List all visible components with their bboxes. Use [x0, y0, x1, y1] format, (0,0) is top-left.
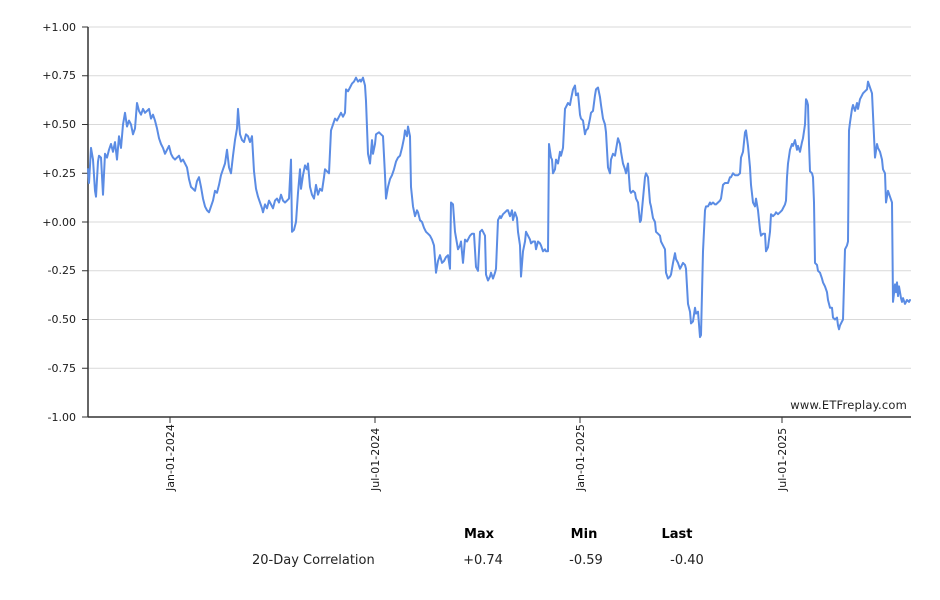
y-axis-tick-label: +0.50 [42, 118, 76, 131]
x-axis-tick-label: Jul-01-2025 [775, 427, 789, 491]
x-axis-tick-label: Jan-01-2025 [573, 424, 587, 491]
y-axis-tick-label: +0.75 [42, 69, 76, 83]
summary-header-max: Max [463, 527, 495, 542]
y-axis-tick-label: +0.00 [42, 215, 76, 229]
summary-value-min: -0.59 [569, 553, 603, 568]
x-axis-tick-label: Jul-01-2024 [368, 427, 382, 491]
summary-header-last: Last [661, 527, 693, 542]
summary-value-last: -0.40 [670, 553, 704, 568]
x-axis-tick-label: Jan-01-2024 [163, 424, 177, 491]
y-axis-tick-label: -1.00 [47, 410, 76, 424]
y-axis-tick-label: -0.75 [47, 361, 76, 375]
correlation-series-line [87, 76, 911, 339]
y-axis-tick-label: -0.50 [47, 313, 76, 326]
y-axis-tick-label: +1.00 [42, 20, 76, 34]
summary-row-label: 20-Day Correlation [252, 553, 375, 568]
y-axis-tick-label: +0.25 [42, 166, 76, 180]
summary-value-max: +0.74 [463, 553, 503, 568]
summary-header-min: Min [570, 527, 598, 542]
y-axis-tick-label: -0.25 [47, 264, 76, 278]
etfreplay-watermark: www.ETFreplay.com [790, 398, 907, 412]
